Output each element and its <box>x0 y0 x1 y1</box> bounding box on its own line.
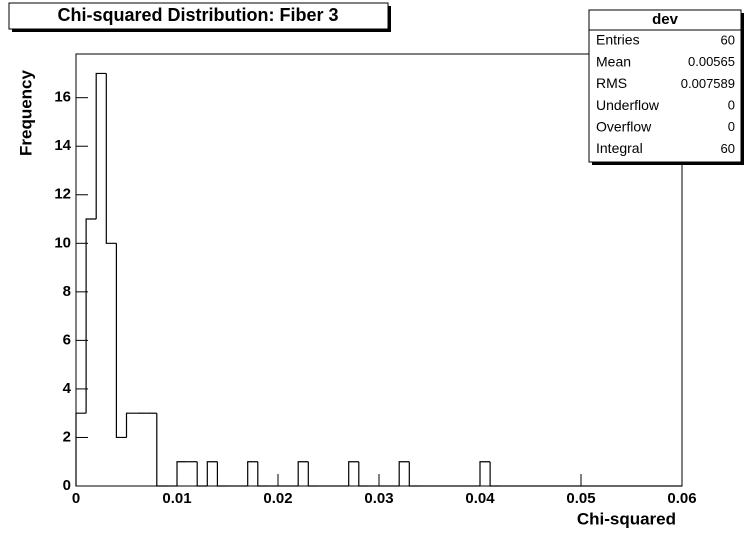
stats-value: 0.00565 <box>688 54 735 69</box>
stats-value: 0 <box>728 119 735 134</box>
histogram-bin <box>247 461 258 486</box>
histogram-bin <box>348 461 359 486</box>
histogram-bin <box>297 461 309 486</box>
stats-box <box>588 9 742 163</box>
y-tick-label: 8 <box>63 283 71 300</box>
histogram-bin <box>115 243 127 439</box>
histogram-bin <box>85 218 97 414</box>
stats-label: Entries <box>596 32 640 48</box>
histogram-bin <box>408 461 420 487</box>
x-tick-label: 0 <box>72 490 80 507</box>
x-tick-label: 0.06 <box>667 490 696 507</box>
histogram-bin <box>206 461 218 486</box>
y-tick-label: 12 <box>54 186 71 203</box>
x-tick-label: 0.03 <box>364 490 393 507</box>
histogram-bin <box>176 461 188 486</box>
stats-label: RMS <box>596 75 627 91</box>
histogram-bin <box>358 461 369 487</box>
stats-value: 60 <box>721 141 735 156</box>
y-tick-label: 0 <box>63 477 71 494</box>
stats-title: dev <box>652 11 679 28</box>
y-tick-label: 2 <box>63 428 71 445</box>
x-tick-label: 0.01 <box>162 490 191 507</box>
stats-label: Mean <box>596 53 631 69</box>
x-tick-label: 0.02 <box>263 490 292 507</box>
stats-value: 0.007589 <box>681 76 735 91</box>
stats-value: 60 <box>721 32 735 47</box>
stats-label: Overflow <box>596 119 652 135</box>
stats-label: Integral <box>596 140 643 156</box>
histogram-bin <box>398 461 410 486</box>
chart-title: Chi-squared Distribution: Fiber 3 <box>57 5 338 25</box>
plot-frame <box>75 53 683 487</box>
histogram-bin <box>75 412 87 486</box>
histogram-bin <box>105 73 117 244</box>
histogram-bin <box>489 461 501 487</box>
histogram-bin <box>125 412 137 438</box>
histogram-bin <box>479 461 491 486</box>
stats-label: Underflow <box>596 97 660 113</box>
histogram-bin <box>156 413 167 487</box>
stats-value: 0 <box>728 98 735 113</box>
x-tick-label: 0.05 <box>566 490 595 507</box>
y-tick-label: 4 <box>63 380 72 397</box>
histogram-bin <box>95 72 107 220</box>
y-tick-label: 10 <box>54 234 71 251</box>
y-tick-label: 14 <box>54 137 71 154</box>
x-tick-label: 0.04 <box>465 490 495 507</box>
y-tick-label: 16 <box>54 89 71 106</box>
y-tick-label: 6 <box>63 331 71 348</box>
y-axis-label: Frequency <box>16 69 35 156</box>
title-box <box>8 2 389 30</box>
histogram-bin <box>257 461 268 487</box>
x-axis-label: Chi-squared <box>577 509 676 528</box>
histogram-bin <box>307 461 319 487</box>
histogram-bin <box>216 461 228 487</box>
histogram-bin <box>196 461 208 487</box>
